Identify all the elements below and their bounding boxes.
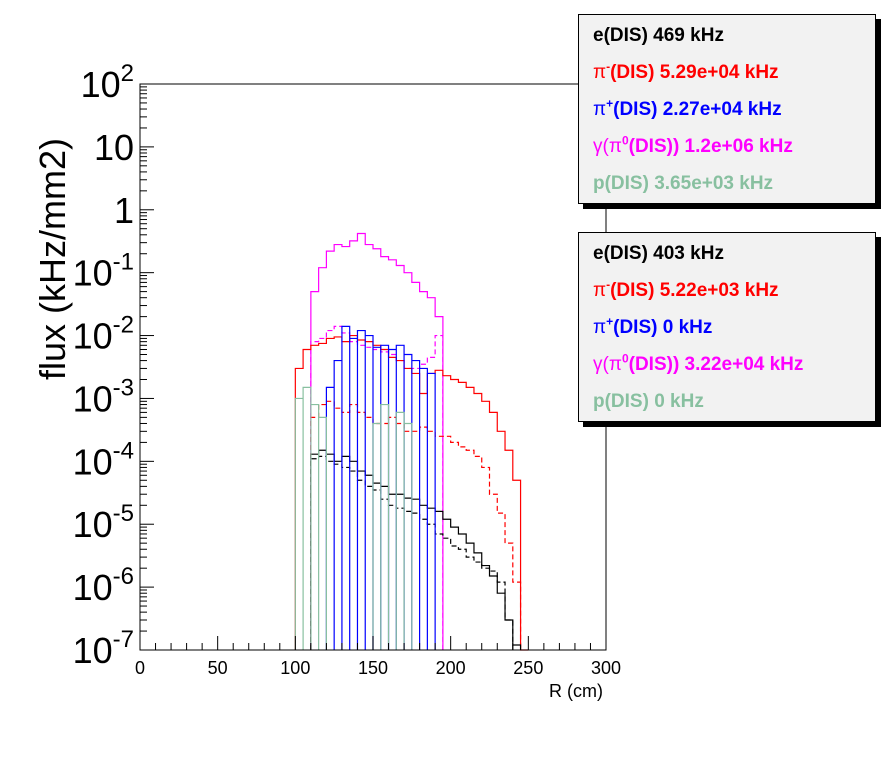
legend-text: e(DIS) 469 kHz bbox=[593, 25, 724, 46]
legend-text: (DIS) 2.27e+04 kHz bbox=[613, 99, 782, 120]
legend-symbol: γ(π bbox=[593, 354, 622, 375]
legend-text: (DIS) 5.29e+04 kHz bbox=[610, 62, 779, 83]
y-tick-label: 10-3 bbox=[73, 374, 134, 419]
series-layer bbox=[294, 232, 529, 651]
legend-top-entry: π-(DIS) 5.29e+04 kHz bbox=[593, 59, 779, 84]
histogram-series-1 bbox=[310, 325, 444, 650]
axis-layer: 0 50 100 150 200 250 300 102 10 1 10-1 10-2 10-3 10-4… bbox=[73, 60, 621, 678]
y-tick-label: 10 bbox=[94, 127, 134, 168]
legend-text: (DIS)) 3.22e+04 kHz bbox=[628, 354, 804, 375]
legend-bottom-entry: p(DIS) 0 kHz bbox=[593, 391, 704, 413]
legend-superscript: + bbox=[606, 96, 614, 111]
x-tick-label: 250 bbox=[513, 658, 543, 678]
legend-superscript: 0 bbox=[621, 351, 629, 366]
x-axis-label: R (cm) bbox=[549, 681, 603, 701]
y-tick-label: 10-1 bbox=[73, 249, 134, 294]
legend-bottom-entry: e(DIS) 403 kHz bbox=[593, 243, 724, 265]
legend-text: e(DIS) 403 kHz bbox=[593, 243, 724, 264]
y-axis-label: flux (kHz/mm2) bbox=[32, 138, 73, 380]
legend-superscript: 0 bbox=[621, 133, 629, 148]
legend-symbol: π bbox=[593, 280, 607, 301]
legend-superscript: + bbox=[606, 314, 614, 329]
legend-text: (DIS) 5.22e+03 kHz bbox=[610, 280, 779, 301]
histogram-series-0 bbox=[310, 232, 444, 650]
x-tick-label: 50 bbox=[208, 658, 228, 678]
y-tick-label: 10-5 bbox=[73, 500, 134, 545]
legend-text: p(DIS) 0 kHz bbox=[593, 391, 704, 412]
legend-text: (DIS) 0 kHz bbox=[613, 317, 713, 338]
legend-symbol: π bbox=[593, 62, 607, 83]
y-tick-label: 10-7 bbox=[73, 626, 134, 671]
x-tick-label: 150 bbox=[358, 658, 388, 678]
legend-bottom: e(DIS) 403 kHz π-(DIS) 5.22e+03 kHz π+(DIS… bbox=[578, 232, 876, 422]
y-tick-label: 1 bbox=[114, 190, 134, 231]
x-tick-label: 300 bbox=[591, 658, 621, 678]
legend-symbol: γ(π bbox=[593, 136, 622, 157]
legend-symbol: π bbox=[593, 99, 607, 120]
histogram-series-7 bbox=[294, 386, 413, 650]
legend-superscript: - bbox=[606, 59, 611, 74]
legend-superscript: - bbox=[606, 277, 611, 292]
legend-top: e(DIS) 469 kHz π-(DIS) 5.29e+04 kHz π+(DIS… bbox=[578, 14, 876, 204]
legend-top-entry: e(DIS) 469 kHz bbox=[593, 25, 724, 47]
x-tick-label: 100 bbox=[280, 658, 310, 678]
legend-text: (DIS)) 1.2e+06 kHz bbox=[628, 136, 793, 157]
legend-bottom-entry: π-(DIS) 5.22e+03 kHz bbox=[593, 277, 779, 302]
legend-top-entry: γ(π0(DIS)) 1.2e+06 kHz bbox=[593, 133, 793, 158]
legend-symbol: π bbox=[593, 317, 607, 338]
legend-bottom-entry: γ(π0(DIS)) 3.22e+04 kHz bbox=[593, 351, 804, 376]
y-tick-label: 10-6 bbox=[73, 563, 134, 608]
y-tick-label: 10-4 bbox=[73, 437, 134, 482]
y-tick-label: 10-2 bbox=[73, 312, 134, 357]
histogram-series-6 bbox=[325, 325, 436, 650]
x-tick-label: 200 bbox=[436, 658, 466, 678]
legend-top-entry: π+(DIS) 2.27e+04 kHz bbox=[593, 96, 782, 121]
legend-bottom-entry: π+(DIS) 0 kHz bbox=[593, 314, 713, 339]
x-tick-label: 0 bbox=[135, 658, 145, 678]
legend-top-entry: p(DIS) 3.65e+03 kHz bbox=[593, 173, 773, 195]
y-tick-label: 102 bbox=[81, 60, 134, 105]
legend-text: p(DIS) 3.65e+03 kHz bbox=[593, 173, 774, 194]
